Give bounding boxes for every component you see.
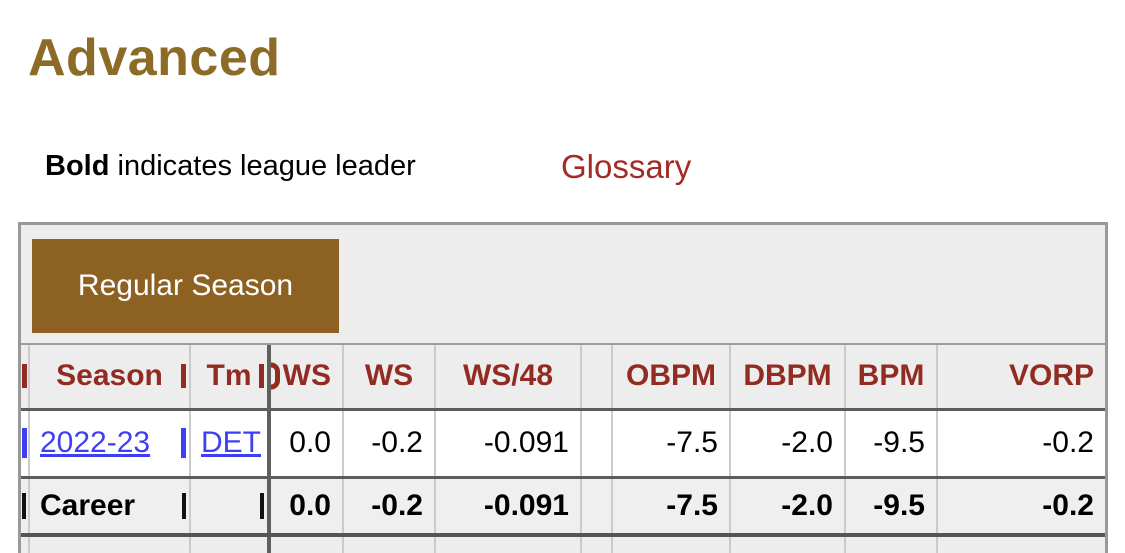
clipped-bottom-row [21,535,1105,553]
career-label: Career [40,488,136,522]
table-header-row: Season Tm WS WS WS/48 OBPM DBPM BPM VORP [21,345,1105,411]
clipped-column-header [21,345,30,411]
season-stats-row: 2022-23 DET 0.0 -0.2 -0.091 -7.5 -2.0 -9… [21,409,1105,479]
clipped-cell [267,535,344,553]
career-label-cell: Career [29,477,191,537]
advanced-stats-table: Season Tm WS WS WS/48 OBPM DBPM BPM VORP [21,345,1105,553]
table-tab-strip: Regular Season [21,225,1105,345]
team-link[interactable]: DET [201,426,261,459]
clipped-column-cell [21,409,30,479]
league-leader-legend: Bold indicates league leader [45,150,416,183]
obpm-cell: -7.5 [612,409,731,479]
clipped-cell [190,535,270,553]
clipped-cell [612,535,731,553]
vorp-cell: -0.2 [937,409,1105,479]
career-bpm-cell: -9.5 [845,477,938,537]
column-header-ws-clipped[interactable]: WS [267,345,344,411]
column-header-ws48[interactable]: WS/48 [435,345,582,411]
clipped-cell [435,535,582,553]
career-vorp-cell: -0.2 [937,477,1105,537]
spacer-cell [581,409,613,479]
clipped-cell [581,535,613,553]
column-header-bpm[interactable]: BPM [845,345,938,411]
spacer-cell [581,477,613,537]
regular-season-tab[interactable]: Regular Season [32,239,339,333]
column-header-team[interactable]: Tm [190,345,270,411]
career-totals-row: Career 0.0 -0.2 -0.091 -7.5 -2.0 -9.5 -0… [21,477,1105,537]
clipped-header-fragment [273,362,280,390]
legend-text: indicates league leader [109,150,416,182]
dbpm-cell: -2.0 [730,409,846,479]
ws-header-label: WS [282,359,331,393]
season-cell: 2022-23 [29,409,191,479]
clipped-cell [343,535,436,553]
clipped-cell [730,535,846,553]
bpm-cell: -9.5 [845,409,938,479]
clipped-link-fragment [181,428,186,458]
career-ws-clipped-cell: 0.0 [267,477,344,537]
clipped-header-fragment [181,364,186,389]
column-header-ws[interactable]: WS [343,345,436,411]
clipped-column-cell [21,477,30,537]
clipped-cell [845,535,938,553]
page-title: Advanced [28,29,281,87]
column-header-spacer [581,345,613,411]
clipped-header-fragment [259,364,264,389]
column-header-obpm[interactable]: OBPM [612,345,731,411]
column-header-season[interactable]: Season [29,345,191,411]
clipped-text-fragment [182,492,186,519]
ws-cell: -0.2 [343,409,436,479]
ws-clipped-cell: 0.0 [267,409,344,479]
career-team-cell [190,477,270,537]
glossary-link[interactable]: Glossary [561,148,692,185]
team-cell: DET [190,409,270,479]
season-link[interactable]: 2022-23 [40,426,151,459]
clipped-cell [21,535,30,553]
clipped-text-fragment [260,492,264,519]
column-header-vorp[interactable]: VORP [937,345,1105,411]
career-ws48-cell: -0.091 [435,477,582,537]
team-header-label: Tm [206,359,252,393]
career-obpm-cell: -7.5 [612,477,731,537]
column-header-dbpm[interactable]: DBPM [730,345,846,411]
clipped-link-fragment [22,428,27,458]
clipped-cell [937,535,1105,553]
clipped-cell [29,535,191,553]
clipped-header-fragment [22,364,27,389]
clipped-text-fragment [22,492,26,519]
career-dbpm-cell: -2.0 [730,477,846,537]
legend-bold-word: Bold [45,150,110,182]
season-header-label: Season [56,359,163,393]
career-ws-cell: -0.2 [343,477,436,537]
ws48-cell: -0.091 [435,409,582,479]
stats-table-panel: Regular Season Season Tm WS [18,222,1108,553]
